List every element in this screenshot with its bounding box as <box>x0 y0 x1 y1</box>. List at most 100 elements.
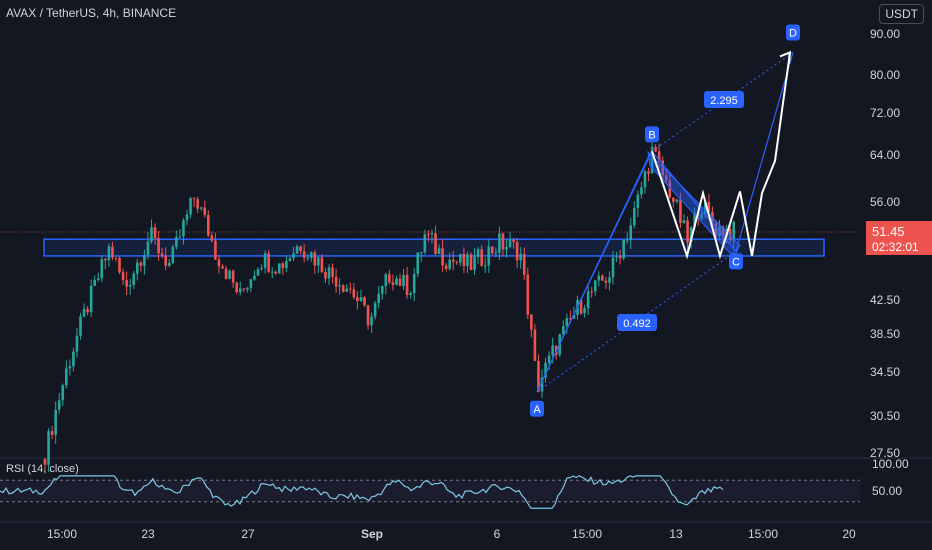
candle <box>199 206 203 211</box>
candle <box>128 278 132 295</box>
candle-body <box>363 297 366 306</box>
candle-body <box>221 266 224 269</box>
candle-body <box>309 252 313 258</box>
candle-body <box>679 199 682 224</box>
candle <box>537 354 540 393</box>
ratio-label: 2.295 <box>704 91 744 108</box>
candle-body <box>79 316 82 336</box>
candle-body <box>707 201 711 212</box>
candle-body <box>207 214 210 236</box>
candle-body <box>111 246 114 258</box>
pattern-leg <box>735 52 794 252</box>
candle-body <box>380 286 384 294</box>
ratio-label-text: 0.492 <box>623 318 651 330</box>
candle <box>164 247 167 271</box>
candle <box>256 266 260 276</box>
candle-body <box>306 257 309 259</box>
candle <box>96 272 100 282</box>
candle <box>427 230 430 242</box>
candle-body <box>93 280 96 286</box>
candle-body <box>466 254 469 267</box>
candle <box>157 230 160 261</box>
currency-button[interactable]: USDT <box>879 4 924 24</box>
candle-body <box>682 220 686 224</box>
candle-body <box>661 160 664 176</box>
candle <box>86 306 89 316</box>
candle-body <box>547 355 551 363</box>
candle-body <box>562 326 565 335</box>
price-tick-label: 72.00 <box>870 106 900 120</box>
candle-body <box>537 360 540 392</box>
rsi-tick-label: 100.00 <box>872 457 909 471</box>
candle-body <box>526 274 530 315</box>
candle-body <box>359 297 363 302</box>
candle <box>597 271 601 287</box>
candle <box>593 279 597 296</box>
price-badge-countdown: 02:32:01 <box>872 240 919 254</box>
candle <box>388 269 391 285</box>
rsi-pane: 100.00 50.00 <box>0 457 909 509</box>
candle-body <box>274 271 278 274</box>
candle-body <box>246 287 249 290</box>
candle <box>253 270 256 282</box>
candle-body <box>331 267 334 277</box>
candle <box>430 229 434 244</box>
candle-body <box>586 291 590 309</box>
candle <box>686 216 689 252</box>
candle <box>473 248 476 276</box>
candle-body <box>388 274 391 283</box>
price-badge-box <box>866 221 932 255</box>
candle <box>608 271 611 291</box>
pattern-point-label: A <box>533 404 541 416</box>
candle-body <box>643 171 647 188</box>
candle-body <box>278 263 281 274</box>
candle-body <box>409 293 412 295</box>
candle-body <box>338 285 341 287</box>
candle <box>281 261 285 275</box>
candle-body <box>480 249 483 266</box>
candle <box>139 260 143 272</box>
candle <box>189 196 192 219</box>
candle-body <box>640 187 643 195</box>
candle <box>526 267 530 319</box>
candle-body <box>728 228 732 241</box>
candle <box>530 314 533 338</box>
candle <box>79 312 82 340</box>
candle <box>469 252 473 271</box>
candle-body <box>341 285 345 292</box>
candle-body <box>611 257 615 278</box>
candle-body <box>700 214 704 219</box>
candle <box>562 320 565 338</box>
pattern-point-box <box>645 126 659 143</box>
candle-body <box>629 225 633 240</box>
candle-body <box>664 175 668 181</box>
time-tick-label: 15:00 <box>572 527 602 541</box>
candle-body <box>146 241 150 255</box>
candle <box>604 276 608 289</box>
candle-body <box>451 259 455 262</box>
candle <box>377 286 380 309</box>
candle-body <box>263 253 267 268</box>
candle-body <box>693 212 696 228</box>
candle-body <box>72 351 75 367</box>
candle-body <box>459 253 462 263</box>
candle-body <box>416 252 420 274</box>
candle <box>89 279 93 317</box>
price-axis: 90.00 80.00 72.00 64.00 56.00 42.50 38.50 34.50… <box>870 27 900 460</box>
candle <box>203 200 207 218</box>
candle <box>444 263 448 272</box>
candle <box>476 246 480 265</box>
candle <box>167 258 171 268</box>
candle-body <box>608 277 611 283</box>
pattern-point-label: D <box>789 27 797 39</box>
candle <box>160 247 164 259</box>
candle <box>263 250 267 274</box>
candle <box>732 220 735 250</box>
candle-body <box>654 146 657 152</box>
pattern-leg <box>651 150 737 252</box>
candle <box>586 283 590 315</box>
candle <box>132 271 136 290</box>
candle <box>75 327 79 358</box>
